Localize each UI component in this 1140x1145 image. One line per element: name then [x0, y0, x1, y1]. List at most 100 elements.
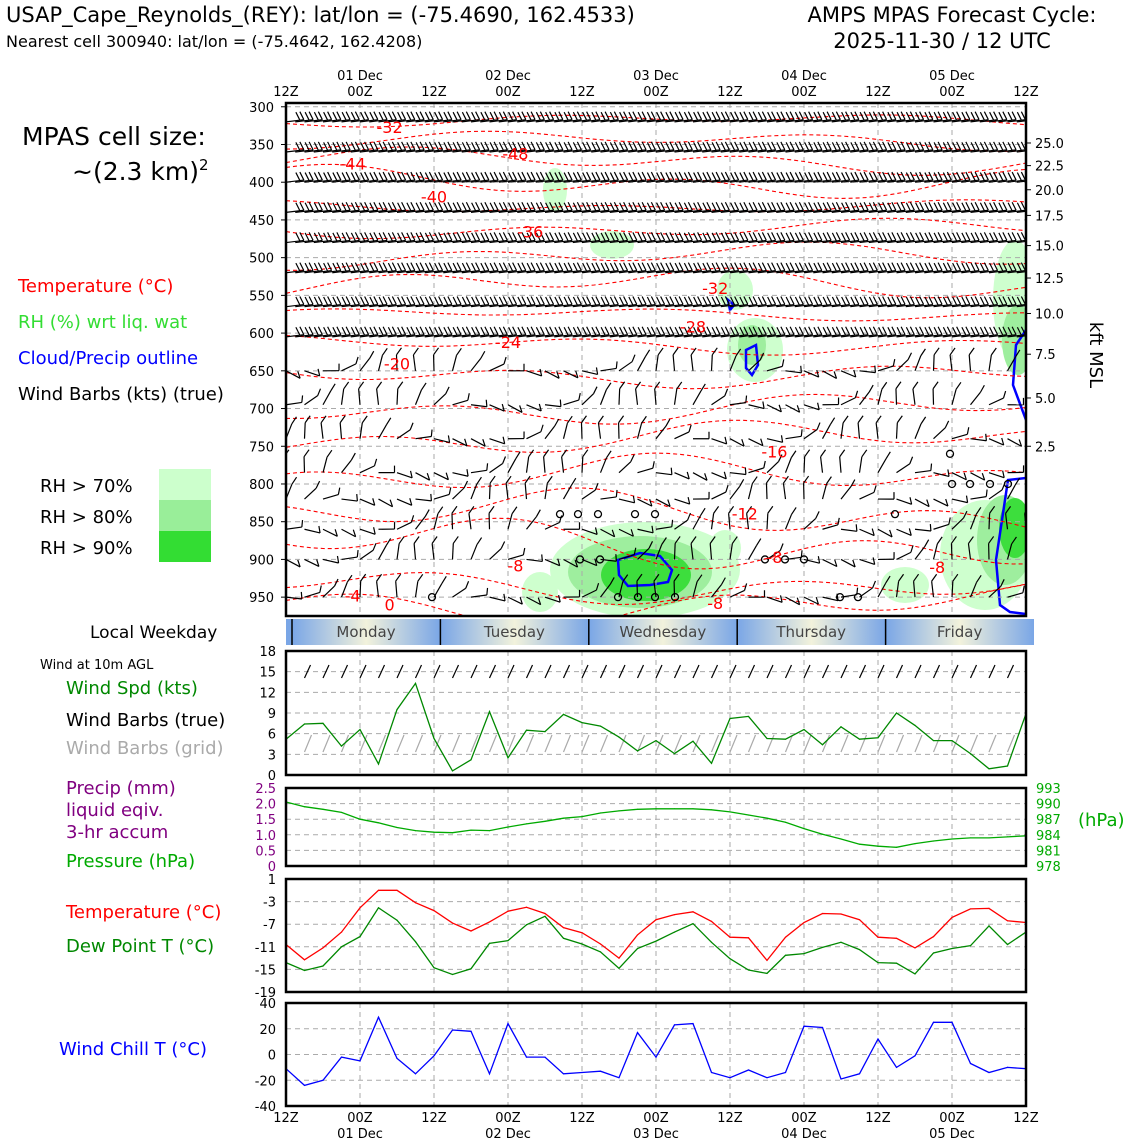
wind-barb [897, 529, 912, 535]
top-tick-label: 00Z [791, 85, 817, 100]
wind-barb-flag [934, 203, 938, 211]
wind-barb [860, 492, 875, 499]
temperature-line-point [785, 937, 786, 938]
wind-barb-flag [658, 348, 663, 355]
wind-barb-flag [698, 297, 702, 305]
isotherm-label: -40 [421, 188, 447, 207]
wind-barb-flag [768, 173, 772, 181]
wind-barb [934, 428, 946, 439]
wind-chill-line-point [526, 1056, 527, 1057]
wind-barb-flag [814, 263, 818, 271]
wind-barb-flag [568, 142, 572, 150]
wind-barb-flag [864, 232, 868, 240]
wind-barb-flag [444, 297, 448, 305]
wind-barb-flag [984, 172, 988, 180]
wind-barb-flag [707, 112, 711, 120]
wind-barb-flag [550, 297, 554, 305]
wind-barb-flag [938, 202, 942, 210]
wind-barb-flag [305, 142, 309, 150]
wind-barb-flag [948, 469, 949, 476]
wind-barb-flag [809, 263, 813, 271]
wind-barb-flag [583, 233, 587, 241]
wind-barb-flag [425, 142, 429, 150]
wind-barb-flag [897, 233, 901, 241]
wind-barb-flag [296, 203, 300, 211]
wind-barb [897, 499, 912, 504]
isotherm-label: -8 [507, 556, 523, 575]
wind-barb-flag [745, 467, 746, 474]
wind-barb-flag [638, 233, 642, 241]
isotherm-label: -32 [377, 118, 403, 137]
pressure-tick-label: 600 [249, 327, 274, 342]
wind-barb-flag [873, 202, 877, 210]
wind-barb-flag [869, 142, 873, 150]
wind-barb-flag [694, 142, 698, 150]
pressure-legend: Pressure (hPa) [66, 851, 195, 872]
isotherm-label: -48 [502, 145, 528, 164]
wind-barb [508, 459, 516, 473]
wind-barb-flag [984, 112, 988, 120]
wind-barb-flag [684, 142, 688, 150]
wind-barb-flag [851, 142, 855, 150]
wind-barb-flag [337, 112, 341, 120]
wind-barb-flag [435, 233, 439, 241]
wind-barb-flag [300, 172, 304, 180]
wind-barb-flag [573, 203, 577, 211]
wind-barb-flag [624, 112, 628, 120]
dewpoint-line-point [877, 962, 878, 963]
wind-barb-flag [620, 142, 624, 150]
wind-barb [730, 590, 745, 597]
wind-chill-line-point [748, 1069, 749, 1070]
wind-barb-flag [716, 142, 720, 150]
wind-barb-flag [337, 263, 341, 271]
wind-barb-flag [487, 588, 488, 595]
wind-barb-flag [462, 297, 466, 305]
cross-section-panel: -32-48-44-40-36-32-28-24-20-16-12-8-8-8-… [249, 101, 1106, 628]
wind-barb-flag [846, 172, 850, 180]
kft-axis-label: kft MSL [1085, 322, 1106, 388]
wind-barb-flag [555, 263, 559, 271]
wind-chill-line-point [840, 1078, 841, 1079]
wind-barb-flag [481, 351, 485, 358]
wind-barb-flag [943, 142, 947, 150]
wind-barb-flag [661, 263, 665, 271]
wind-barb-flag [818, 297, 822, 305]
wind-barb-flag [503, 232, 507, 240]
wind-barb [675, 543, 676, 559]
wind-barb-flag [766, 476, 771, 483]
wind-barb-flag [444, 112, 448, 120]
wind-barb-flag [799, 263, 803, 271]
wind-chill-line-point [896, 1067, 897, 1068]
wind-barb-flag [416, 327, 420, 335]
wind-barb-flag [550, 232, 554, 240]
wind-barb-flag [555, 112, 559, 120]
wind-barb-flag [379, 142, 383, 150]
wind-barb-flag [573, 112, 577, 120]
wind-barb-flag [388, 327, 392, 335]
wind-barb-flag [300, 112, 304, 120]
wind-barb-flag [620, 263, 624, 271]
wind-barb-flag [980, 263, 984, 271]
panel-tick-label: 2.5 [255, 782, 276, 797]
wind-barb-flag [893, 359, 894, 366]
wind-barb-flag [1040, 112, 1044, 120]
dewpoint-line-point [470, 968, 471, 969]
wind-barb-flag [494, 232, 498, 240]
wind-barb-flag [529, 450, 534, 457]
wind-barb-flag [414, 536, 419, 543]
wind-barb-flag [670, 232, 674, 240]
wind-barb-flag [721, 327, 725, 335]
wind-barb-flag [925, 540, 929, 547]
wind-barb-flag [509, 173, 513, 181]
pressure-line-point [951, 838, 952, 839]
wind-barb-flag [357, 550, 358, 557]
wind-barb-flag [879, 233, 883, 241]
wind-barb-flag [481, 327, 485, 335]
wind-barb-flag [832, 203, 836, 211]
wind-barb [544, 457, 545, 473]
wind-barb-flag [435, 112, 439, 120]
top-date-label: 04 Dec [781, 69, 827, 84]
wind-barb-flag [596, 172, 600, 180]
wind-barb-flag [786, 112, 790, 120]
dewpoint-line-point [600, 951, 601, 952]
